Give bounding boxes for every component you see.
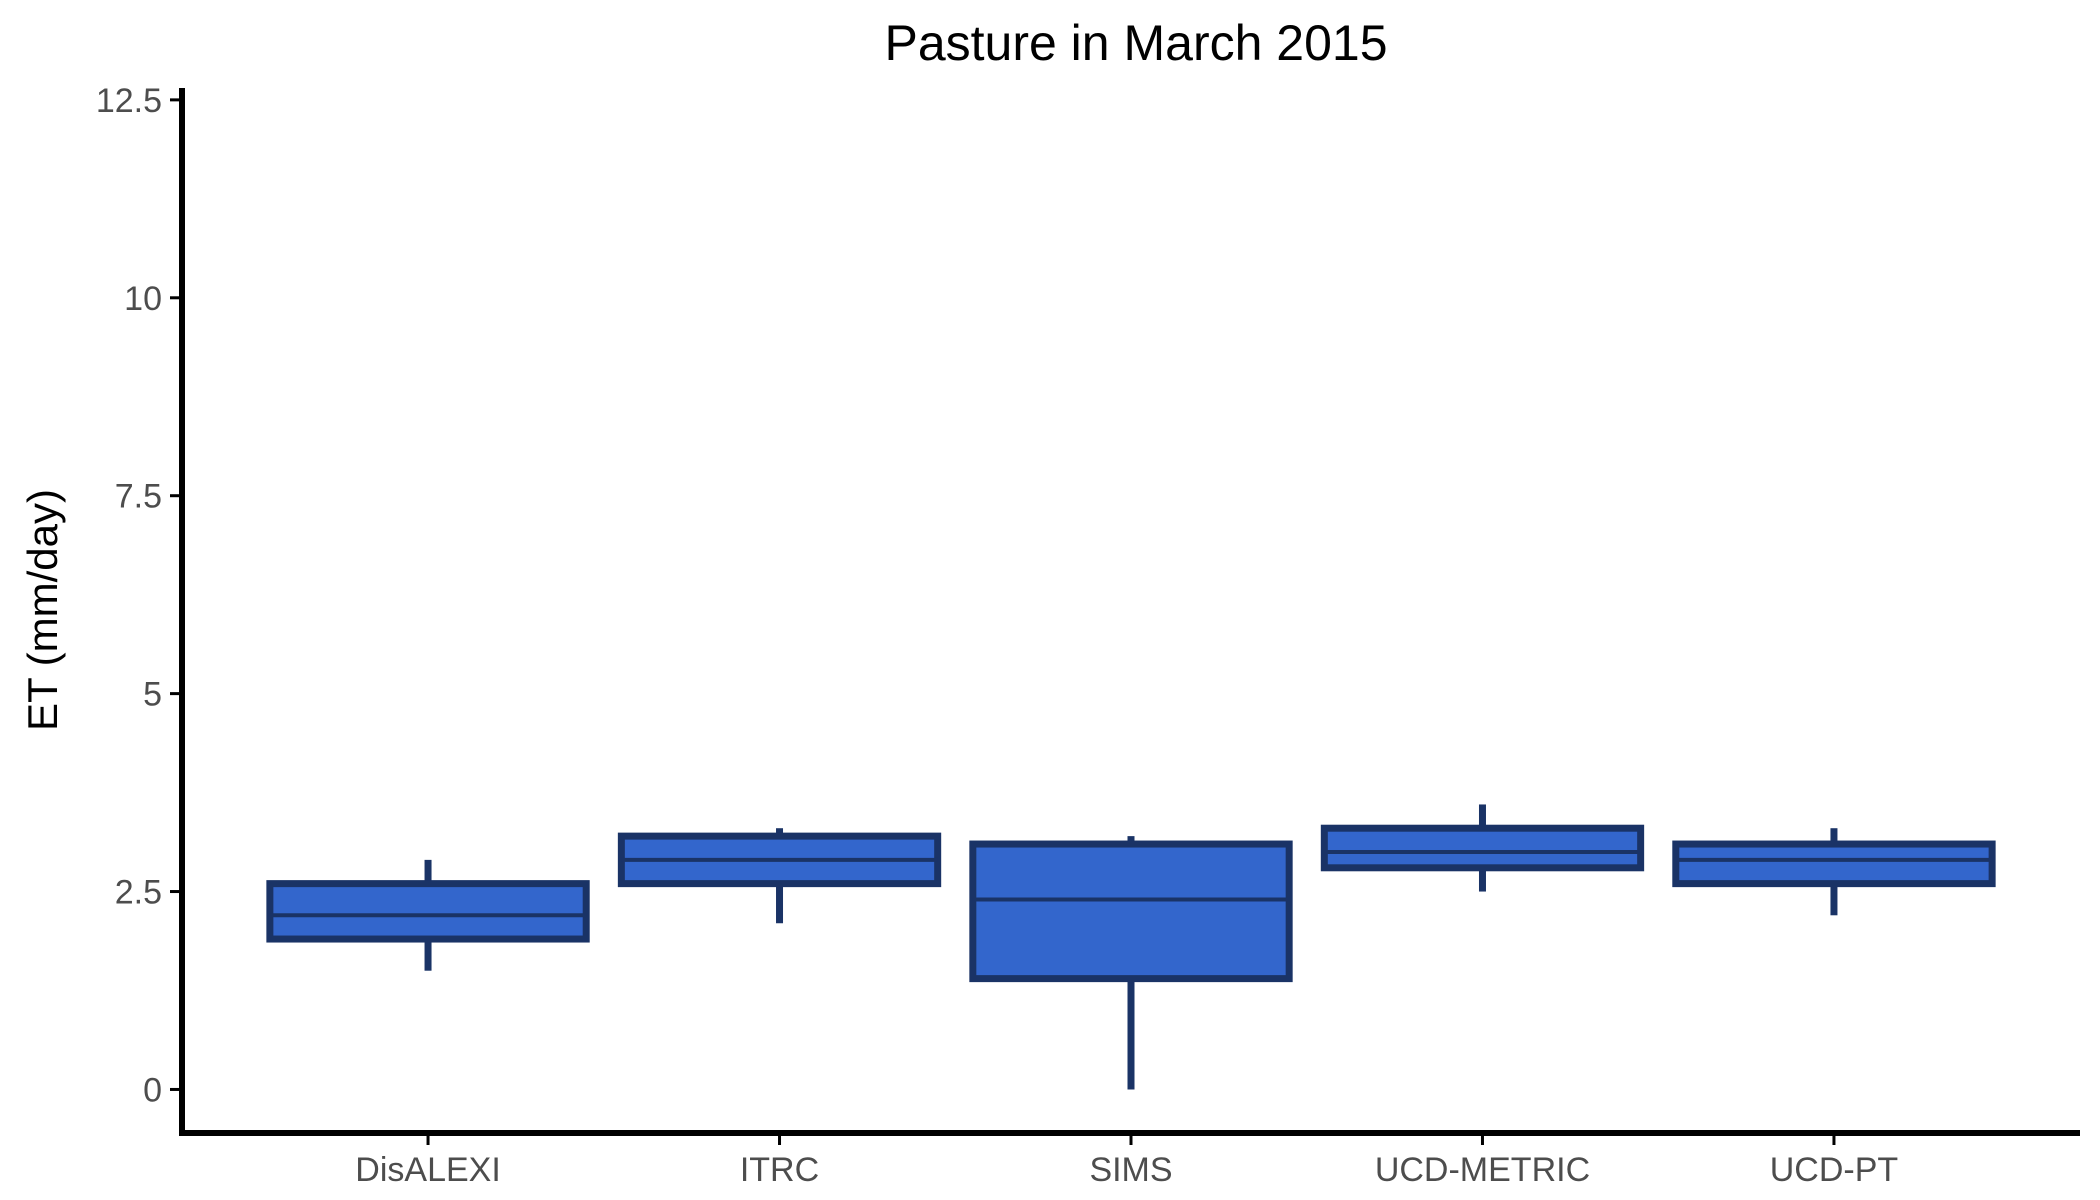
y-tick-label: 10 [124, 280, 162, 318]
x-tick-label: SIMS [1089, 1151, 1172, 1189]
x-tick-label: UCD-PT [1770, 1151, 1898, 1189]
x-tick-label: DisALEXI [355, 1151, 501, 1189]
plot-area: 0 2.5 5 7.5 10 12.5 DisALEXI ITRC SIMS UCD-METRIC… [96, 82, 2080, 1189]
y-axis-label: ET (mm/day) [19, 489, 66, 731]
y-tick-label: 0 [143, 1071, 162, 1109]
box-ucd-pt [1672, 840, 1996, 888]
y-tick-label: 12.5 [96, 82, 162, 120]
box-ucd-metric [1320, 824, 1645, 872]
box-sims [969, 840, 1293, 983]
box-disalexi [266, 880, 590, 943]
chart-title: Pasture in March 2015 [884, 15, 1387, 71]
y-tick-label: 2.5 [115, 874, 162, 912]
y-tick-label: 7.5 [115, 478, 162, 516]
x-tick-label: UCD-METRIC [1375, 1151, 1590, 1189]
x-tick-label: ITRC [740, 1151, 819, 1189]
y-tick-label: 5 [143, 676, 162, 714]
